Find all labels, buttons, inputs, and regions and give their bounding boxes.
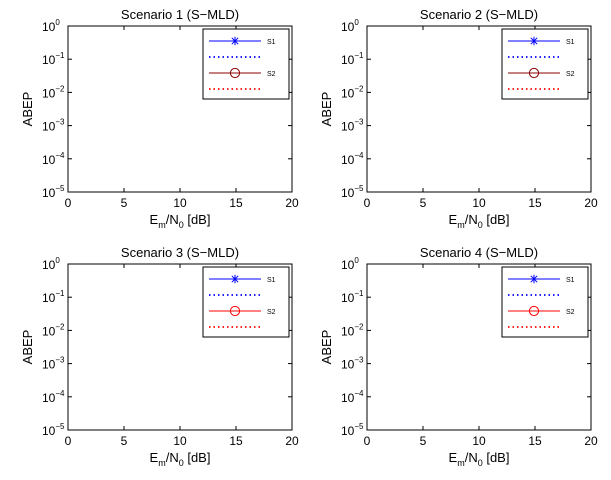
panel-4-ytick-label: 100 [341, 256, 359, 272]
panel-1-legend-marker-3 [229, 67, 241, 79]
panel-1-legend-label-1: S1 [267, 39, 276, 46]
panel-2-ytick-label: 100 [341, 18, 359, 34]
panel-3-xlabel: Em/N0 [dB] [150, 450, 211, 468]
panel-3-ytick-label: 10−4 [42, 389, 65, 405]
panel-2-ytick-label: 10−2 [341, 84, 364, 100]
panel-1-legend-label-3: S2 [267, 71, 276, 78]
panel-3-xtick-label: 10 [173, 434, 187, 448]
panel-1-title: Scenario 1 (S−MLD) [121, 7, 239, 22]
panel-4-xlabel: Em/N0 [dB] [449, 450, 510, 468]
panel-1-ytick-label: 10−5 [42, 184, 65, 200]
panel-1-ytick-label: 10−2 [42, 84, 65, 100]
panel-1-xtick-label: 5 [121, 196, 128, 210]
panel-3: 0 5 10 15 20 100 10−1 10−2 10−3 10−4 10−5 Scenario … [20, 245, 299, 468]
panel-4-xtick-label: 20 [584, 434, 598, 448]
panel-2-xtick-label: 5 [420, 196, 427, 210]
panel-1-xtick-label: 15 [229, 196, 243, 210]
panel-4-xtick-label: 15 [528, 434, 542, 448]
panel-3-legend-label-3: S2 [267, 309, 276, 316]
panel-4-xtick-label: 10 [472, 434, 486, 448]
panel-4-legend-label-3: S2 [566, 309, 575, 316]
panel-4-ytick-label: 10−4 [341, 389, 364, 405]
panel-3-legend-label-1: S1 [267, 277, 276, 284]
panel-1-xlabel: Em/N0 [dB] [150, 212, 211, 230]
panel-4-ytick-label: 10−1 [341, 289, 364, 305]
panel-2-ytick-label: 10−4 [341, 151, 364, 167]
panel-2-legend-label-3: S2 [566, 71, 575, 78]
panel-2-title: Scenario 2 (S−MLD) [420, 7, 538, 22]
panel-1-xtick-label: 20 [285, 196, 299, 210]
panel-4-ylabel: ABEP [319, 330, 334, 365]
panel-3-xtick-label: 5 [121, 434, 128, 448]
panel-3-legend-marker-1 [230, 274, 240, 284]
panel-2-xtick-label: 0 [364, 196, 371, 210]
panel-2-xtick-label: 20 [584, 196, 598, 210]
panel-3-xtick-label: 15 [229, 434, 243, 448]
panel-2-legend-marker-3 [528, 67, 540, 79]
panel-3-ytick-label: 10−3 [42, 356, 65, 372]
panel-3-xtick-label: 20 [285, 434, 299, 448]
panel-2-ylabel: ABEP [319, 92, 334, 127]
panel-3-legend: S1 S2 [202, 266, 290, 338]
panel-3-title: Scenario 3 (S−MLD) [121, 245, 239, 260]
panel-1-xtick-label: 0 [65, 196, 72, 210]
panel-2-xlabel: Em/N0 [dB] [449, 212, 510, 230]
panel-3-ylabel: ABEP [20, 330, 35, 365]
panel-2-legend-label-1: S1 [566, 39, 575, 46]
panel-2: 0 5 10 15 20 100 10−1 10−2 10−3 10−4 10−5 Scenario … [319, 7, 598, 230]
panel-4-xtick-label: 5 [420, 434, 427, 448]
panel-1-ytick-label: 10−4 [42, 151, 65, 167]
panel-4-ytick-label: 10−5 [341, 422, 364, 438]
panel-3-ytick-label: 10−1 [42, 289, 65, 305]
panel-1: 0 5 10 15 20 100 10−1 10−2 10−3 10−4 10−5 Scenario … [20, 7, 299, 230]
panel-2-legend: S1 S2 [501, 28, 589, 100]
panel-1-ytick-label: 100 [42, 18, 60, 34]
panel-1-ytick-label: 10−3 [42, 118, 65, 134]
panel-2-ytick-label: 10−1 [341, 51, 364, 67]
panel-1-legend-marker-1 [230, 36, 240, 46]
panel-4-legend-marker-1 [529, 274, 539, 284]
panel-4-ytick-label: 10−2 [341, 322, 364, 338]
panel-4-legend: S1 S2 [501, 266, 589, 338]
panel-3-ytick-label: 100 [42, 256, 60, 272]
panel-3-xtick-label: 0 [65, 434, 72, 448]
panel-4-title: Scenario 4 (S−MLD) [420, 245, 538, 260]
panel-3-ytick-label: 10−2 [42, 322, 65, 338]
panel-2-legend-marker-1 [529, 36, 539, 46]
panel-3-ytick-label: 10−5 [42, 422, 65, 438]
panel-1-ytick-label: 10−1 [42, 51, 65, 67]
panel-4-ytick-label: 10−3 [341, 356, 364, 372]
panel-4-legend-marker-3 [528, 305, 540, 317]
panel-2-ytick-label: 10−5 [341, 184, 364, 200]
panel-3-legend-marker-3 [229, 305, 241, 317]
panel-1-legend: S1 S2 [202, 28, 290, 100]
panel-1-xtick-label: 10 [173, 196, 187, 210]
panel-2-xtick-label: 10 [472, 196, 486, 210]
panel-1-ylabel: ABEP [20, 92, 35, 127]
panel-4: 0 5 10 15 20 100 10−1 10−2 10−3 10−4 10−5 Scenario … [319, 245, 598, 468]
panel-2-xtick-label: 15 [528, 196, 542, 210]
panel-2-ytick-label: 10−3 [341, 118, 364, 134]
panel-4-legend-label-1: S1 [566, 277, 575, 284]
panel-4-xtick-label: 0 [364, 434, 371, 448]
